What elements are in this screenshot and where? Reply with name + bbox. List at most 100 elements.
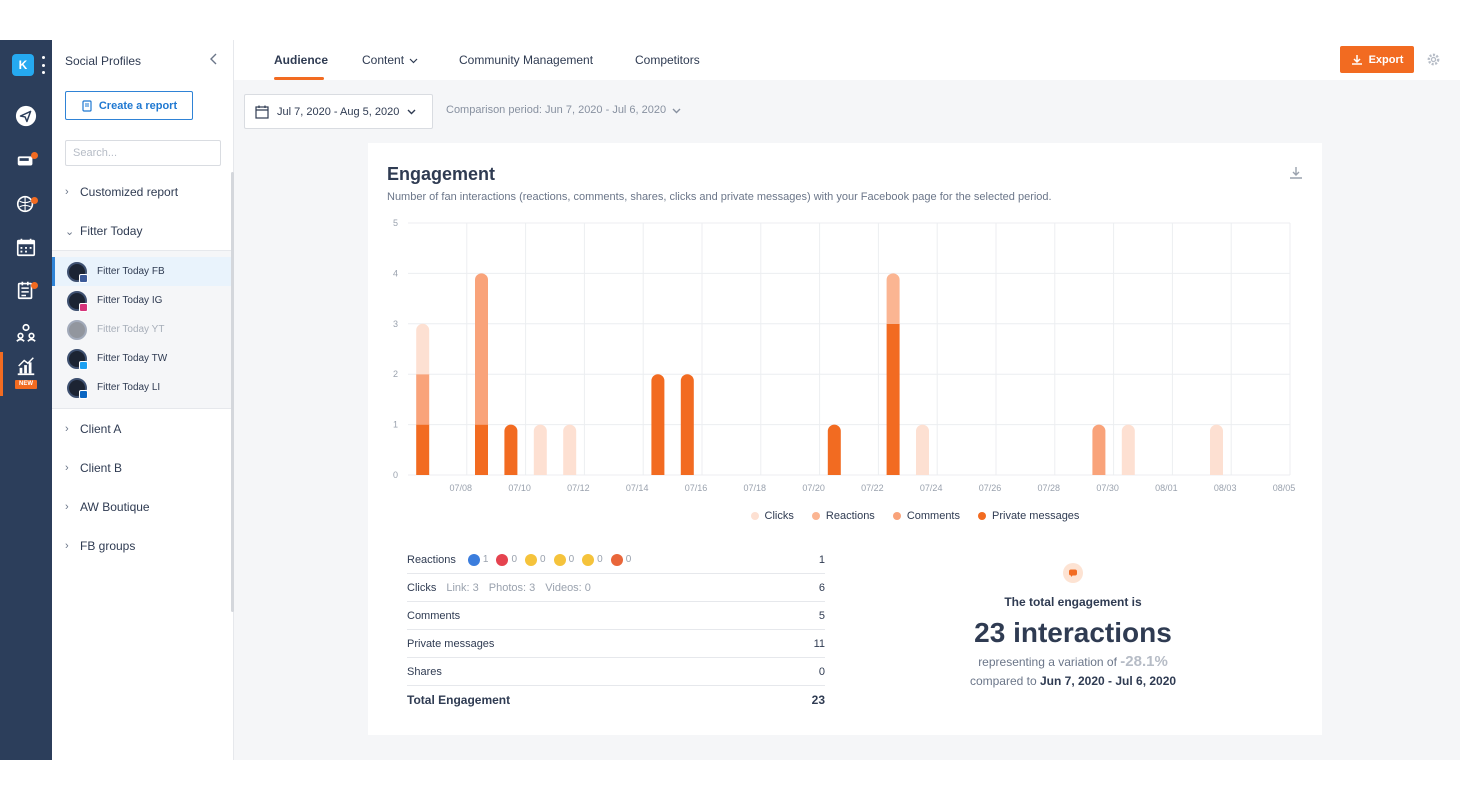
bar-segment-private-messages (827, 424, 841, 475)
like-icon (467, 553, 480, 566)
bar-segment-private-messages (680, 374, 694, 475)
workspace-menu-icon[interactable] (40, 56, 46, 74)
bar-segment-clicks (533, 424, 547, 475)
haha-count: 0 (540, 554, 546, 565)
group-fb-groups[interactable]: › FB groups (65, 539, 135, 553)
like-count: 1 (482, 554, 489, 565)
wow-count: 0 (568, 554, 575, 565)
row-value: 11 (813, 637, 825, 650)
chevron-right-icon: › (65, 462, 69, 474)
app-rail: K NEW (0, 40, 52, 760)
tab-label: Community Management (459, 53, 594, 67)
listening-icon[interactable] (10, 188, 42, 220)
group-client-b[interactable]: › Client B (65, 461, 122, 475)
collapse-sidebar-icon[interactable] (207, 52, 221, 66)
sidebar-scrollbar[interactable] (231, 172, 234, 612)
profiles-search-input[interactable]: Search... (65, 140, 221, 166)
profile-fitter-today-li[interactable]: Fitter Today LI (52, 373, 234, 402)
group-label: Client A (80, 422, 122, 436)
profile-fitter-today-yt[interactable]: Fitter Today YT (52, 315, 234, 344)
inbox-icon[interactable] (10, 144, 42, 176)
legend-reactions[interactable]: Reactions (811, 510, 875, 522)
table-row-comments: Comments 5 (407, 602, 825, 630)
row-value: 23 (811, 693, 825, 707)
legend-private-messages[interactable]: Private messages (978, 510, 1079, 522)
profile-fitter-today-fb[interactable]: Fitter Today FB (52, 257, 234, 286)
gear-icon[interactable] (1426, 52, 1441, 67)
bar-segment-private-messages (504, 424, 518, 475)
app-window: K NEW Social Profiles (0, 40, 1460, 760)
x-tick-label: 08/03 (1214, 483, 1237, 493)
bar-segment-clicks (416, 323, 430, 375)
legend-comments[interactable]: Comments (892, 510, 960, 522)
chevron-right-icon: › (65, 501, 69, 513)
y-tick-label: 2 (393, 369, 398, 379)
row-value: 1 (818, 553, 825, 566)
group-label: Client B (80, 461, 123, 475)
x-tick-label: 07/16 (685, 483, 708, 493)
engagement-breakdown-table: Reactions 1 0 0 0 0 0 1 Clicks Link: 3 P… (407, 546, 825, 714)
tab-audience[interactable]: Audience (274, 53, 328, 67)
profile-fitter-today-tw[interactable]: Fitter Today TW (52, 344, 234, 373)
bar-segment-clicks (1121, 424, 1135, 475)
x-tick-label: 07/26 (979, 483, 1002, 493)
group-aw-boutique[interactable]: › AW Boutique (65, 500, 150, 514)
workspace-avatar[interactable]: K (12, 54, 34, 76)
group-fitter-today[interactable]: ⌄ Fitter Today (65, 224, 142, 238)
chevron-right-icon: › (65, 423, 69, 435)
y-tick-label: 5 (393, 218, 398, 228)
haha-icon (525, 553, 538, 566)
download-chart-icon[interactable] (1288, 165, 1304, 181)
create-report-label: Create a report (98, 99, 178, 112)
group-client-a[interactable]: › Client A (65, 422, 121, 436)
team-icon[interactable] (10, 317, 42, 349)
create-report-button[interactable]: Create a report (65, 91, 193, 120)
tab-label: Audience (274, 53, 329, 67)
variation-percent: -28.1% (1120, 653, 1168, 670)
card-title: Engagement (387, 164, 496, 184)
tab-community-management[interactable]: Community Management (459, 53, 593, 67)
date-range-picker[interactable]: Jul 7, 2020 - Aug 5, 2020 (244, 94, 433, 129)
bar-segment-clicks (563, 424, 577, 475)
x-tick-label: 07/30 (1096, 483, 1119, 493)
row-value: 5 (818, 609, 825, 622)
engagement-summary: The total engagement is 23 interactions … (928, 563, 1218, 688)
table-row-reactions: Reactions 1 0 0 0 0 0 1 (407, 546, 825, 574)
group-label: AW Boutique (80, 500, 150, 514)
comparison-period-select[interactable]: Comparison period: Jun 7, 2020 - Jul 6, … (446, 104, 681, 116)
download-icon (1351, 54, 1362, 65)
group-customized-report[interactable]: › Customized report (65, 185, 178, 199)
calendar-icon[interactable] (10, 231, 42, 263)
x-tick-label: 08/05 (1273, 483, 1296, 493)
row-value: 0 (818, 665, 825, 678)
facebook-profile-avatar (67, 261, 88, 283)
publish-icon[interactable] (10, 100, 42, 132)
tab-content[interactable]: Content (362, 53, 418, 67)
summary-variation: representing a variation of -28.1% (978, 653, 1168, 670)
bar-segment-clicks (1210, 424, 1223, 475)
x-tick-label: 07/20 (802, 483, 825, 493)
wow-icon (553, 553, 566, 566)
row-value: 6 (818, 581, 825, 594)
summary-total: 23 interactions (974, 617, 1172, 648)
legend-clicks[interactable]: Clicks (750, 510, 794, 522)
bar-segment-comments (416, 374, 430, 425)
report-topbar: Audience Content Community Management Co… (234, 40, 1460, 80)
active-tab-indicator (274, 77, 324, 80)
chevron-down-icon (409, 58, 418, 63)
export-button[interactable]: Export (1340, 46, 1414, 73)
x-tick-label: 07/12 (567, 483, 590, 493)
analytics-icon[interactable] (10, 350, 42, 382)
card-subtitle: Number of fan interactions (reactions, c… (387, 191, 1052, 203)
x-tick-label: 07/18 (744, 483, 767, 493)
row-label: Comments (407, 609, 461, 622)
tab-label: Content (362, 53, 405, 67)
bar-segment-reactions (886, 273, 900, 324)
profile-fitter-today-ig[interactable]: Fitter Today IG (52, 286, 234, 315)
x-tick-label: 07/10 (508, 483, 531, 493)
clicks-link: Link: 3 (446, 581, 479, 594)
tab-competitors[interactable]: Competitors (635, 53, 700, 67)
bar-segment-private-messages (475, 424, 488, 475)
chevron-right-icon: › (65, 540, 69, 552)
tasks-icon[interactable] (10, 274, 42, 306)
